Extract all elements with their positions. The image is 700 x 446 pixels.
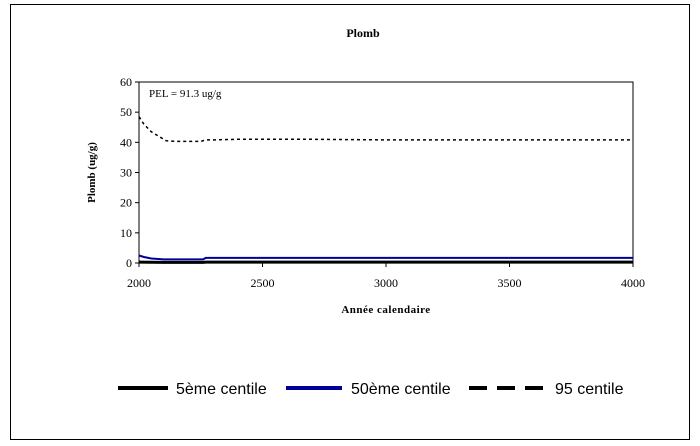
y-tick-label: 20 (120, 196, 132, 210)
legend-label-2: 50ème centile (351, 381, 451, 398)
legend-label-3: 95 centile (555, 381, 624, 398)
series-layer (138, 116, 633, 264)
x-tick-label: 2000 (127, 276, 151, 290)
chart-frame: Plomb 0 10 20 30 40 50 60 2000 2500 3000 3500 4000… (10, 4, 690, 440)
chart-title: Plomb (346, 26, 380, 40)
x-axis-label: Année calendaire (341, 304, 430, 316)
y-tick-label: 10 (120, 226, 132, 240)
legend-label-1: 5ème centile (176, 381, 267, 398)
y-tick-label: 0 (126, 256, 132, 270)
x-tick-label: 3000 (374, 276, 398, 290)
plot-border (138, 81, 634, 264)
series-line-2 (138, 254, 633, 261)
y-axis-label: Plomb (ug/g) (86, 142, 98, 203)
x-tick-label: 4000 (621, 276, 645, 290)
y-tick-label: 30 (120, 166, 132, 180)
y-tick-label: 40 (120, 135, 132, 149)
x-axis: 2000 2500 3000 3500 4000 (127, 263, 645, 290)
x-tick-label: 2500 (251, 276, 275, 290)
y-tick-label: 60 (120, 75, 132, 89)
y-axis: 0 10 20 30 40 50 60 (120, 75, 139, 270)
series-line-3 (138, 116, 633, 143)
legend: 5ème centile 50ème centile 95 centile (118, 381, 624, 398)
pel-annotation: PEL = 91.3 ug/g (149, 88, 222, 100)
x-tick-label: 3500 (498, 276, 522, 290)
plot-area (138, 81, 634, 264)
y-tick-label: 50 (120, 105, 132, 119)
line-chart: Plomb 0 10 20 30 40 50 60 2000 2500 3000 3500 4000… (86, 26, 645, 398)
